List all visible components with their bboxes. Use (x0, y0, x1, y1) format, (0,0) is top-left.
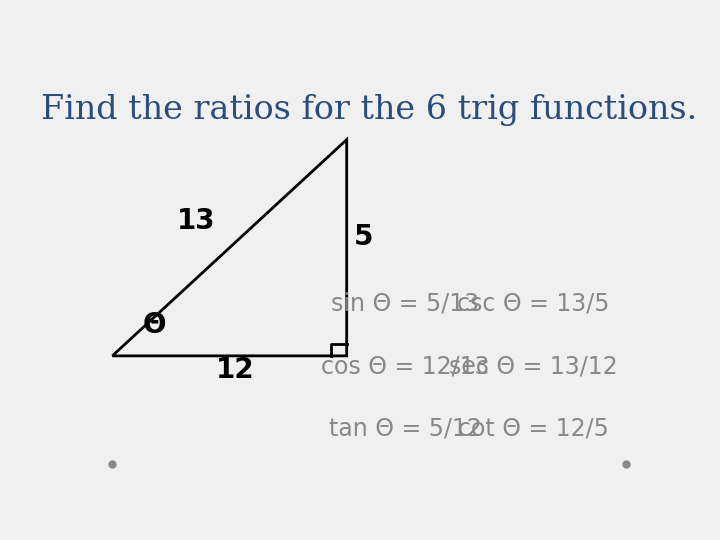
Text: 12: 12 (216, 356, 254, 384)
Text: 13: 13 (176, 207, 215, 235)
Text: Find the ratios for the 6 trig functions.: Find the ratios for the 6 trig functions… (41, 94, 697, 126)
Text: cos Θ = 12/13: cos Θ = 12/13 (321, 354, 490, 378)
Text: sec Θ = 13/12: sec Θ = 13/12 (449, 354, 618, 378)
Text: Θ: Θ (143, 310, 166, 339)
Text: 5: 5 (354, 224, 373, 251)
Text: tan Θ = 5/12: tan Θ = 5/12 (329, 417, 482, 441)
Text: cot Θ = 12/5: cot Θ = 12/5 (458, 417, 609, 441)
Text: sin Θ = 5/13: sin Θ = 5/13 (331, 292, 480, 316)
Text: csc Θ = 13/5: csc Θ = 13/5 (457, 292, 610, 316)
